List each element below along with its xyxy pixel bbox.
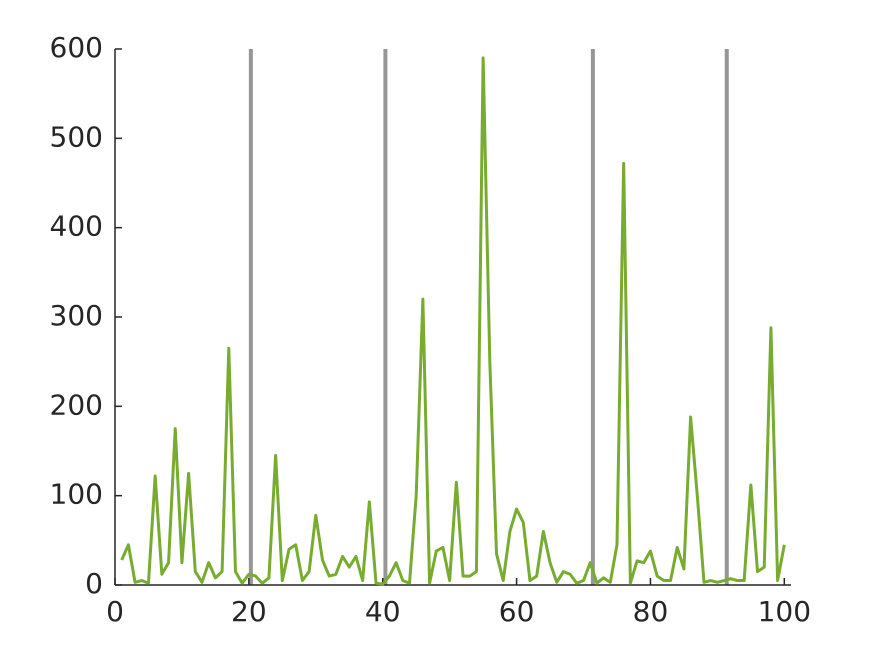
x-tick-label: 40	[365, 595, 401, 628]
y-tick-label: 200	[50, 388, 103, 421]
y-tick-label: 100	[50, 478, 103, 511]
x-tick-label: 100	[758, 595, 811, 628]
x-tick-label: 0	[106, 595, 124, 628]
x-tick-label: 80	[633, 595, 669, 628]
x-tick-label: 60	[499, 595, 535, 628]
y-tick-label: 500	[50, 120, 103, 153]
data-line	[120, 56, 786, 586]
y-tick-label: 600	[50, 31, 103, 64]
y-tick-label: 0	[85, 567, 103, 600]
y-tick-label: 400	[50, 210, 103, 243]
x-tick-label: 20	[231, 595, 267, 628]
y-tick-label: 300	[50, 299, 103, 332]
